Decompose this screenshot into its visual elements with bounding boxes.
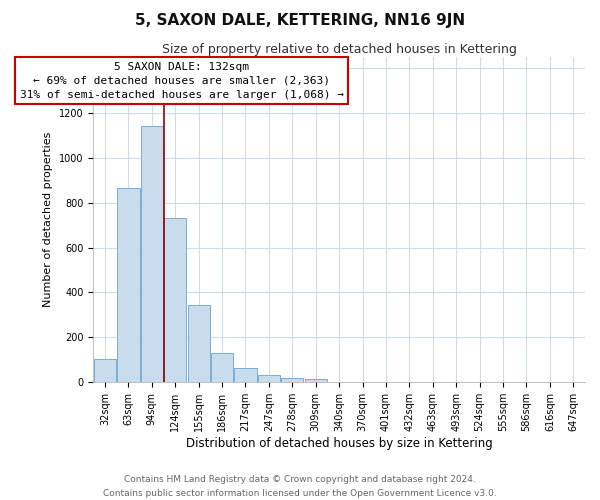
Bar — [281, 378, 304, 382]
Text: 5 SAXON DALE: 132sqm
← 69% of detached houses are smaller (2,363)
31% of semi-de: 5 SAXON DALE: 132sqm ← 69% of detached h… — [20, 62, 344, 100]
Bar — [188, 305, 210, 382]
Bar — [211, 354, 233, 382]
Y-axis label: Number of detached properties: Number of detached properties — [43, 132, 53, 307]
Bar — [235, 368, 257, 382]
Text: 5, SAXON DALE, KETTERING, NN16 9JN: 5, SAXON DALE, KETTERING, NN16 9JN — [135, 12, 465, 28]
Bar — [305, 380, 327, 382]
Title: Size of property relative to detached houses in Kettering: Size of property relative to detached ho… — [162, 42, 517, 56]
Bar — [141, 126, 163, 382]
Bar — [258, 375, 280, 382]
Bar — [164, 218, 187, 382]
Text: Contains HM Land Registry data © Crown copyright and database right 2024.
Contai: Contains HM Land Registry data © Crown c… — [103, 476, 497, 498]
X-axis label: Distribution of detached houses by size in Kettering: Distribution of detached houses by size … — [186, 437, 493, 450]
Bar — [94, 358, 116, 382]
Bar — [117, 188, 140, 382]
